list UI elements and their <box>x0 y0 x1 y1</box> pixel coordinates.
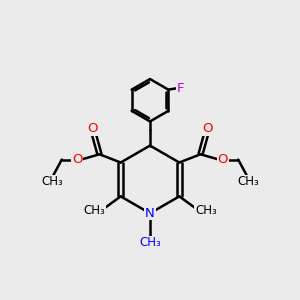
Text: CH₃: CH₃ <box>139 236 161 249</box>
Text: O: O <box>218 153 228 166</box>
Text: CH₃: CH₃ <box>195 204 217 217</box>
Text: CH₃: CH₃ <box>41 176 63 188</box>
Text: CH₃: CH₃ <box>237 176 259 188</box>
Text: O: O <box>88 122 98 135</box>
Text: O: O <box>202 122 212 135</box>
Text: N: N <box>145 207 155 220</box>
Text: O: O <box>72 153 83 166</box>
Text: CH₃: CH₃ <box>83 204 105 217</box>
Text: F: F <box>177 82 184 95</box>
